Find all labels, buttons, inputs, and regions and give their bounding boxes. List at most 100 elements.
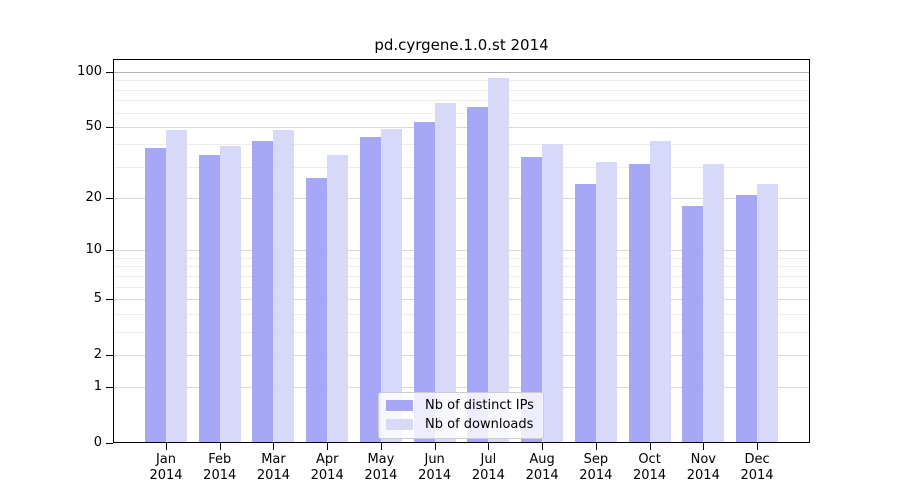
- legend-swatch-downloads: [386, 419, 413, 430]
- bar-nb-of-distinct-ips-mar: [252, 140, 274, 443]
- x-label-month: May: [367, 452, 395, 467]
- x-tick-jul: [488, 443, 490, 450]
- x-label-year: 2014: [310, 468, 344, 483]
- x-label-year: 2014: [740, 468, 774, 483]
- gridline-major-10: [114, 250, 809, 252]
- bar-nb-of-distinct-ips-jun: [413, 122, 435, 443]
- x-tick-label-apr: Apr 2014: [299, 452, 355, 484]
- bar-nb-of-downloads-mar: [273, 130, 295, 443]
- x-label-year: 2014: [633, 468, 667, 483]
- gridline-minor-40: [114, 144, 809, 146]
- gridline-minor-3: [114, 331, 809, 333]
- x-label-month: Oct: [638, 452, 661, 467]
- x-label-year: 2014: [203, 468, 237, 483]
- bar-nb-of-downloads-oct: [649, 140, 671, 443]
- y-tick-1: [106, 387, 113, 389]
- gridline-major-100: [114, 72, 809, 73]
- bar-nb-of-distinct-ips-may: [359, 136, 381, 443]
- gridline-minor-6: [114, 286, 809, 288]
- bar-nb-of-distinct-ips-apr: [306, 178, 328, 443]
- x-label-year: 2014: [364, 468, 398, 483]
- y-tick-label-100: 100: [77, 64, 102, 79]
- gridline-major-20: [114, 198, 809, 200]
- y-tick-100: [106, 72, 113, 73]
- bar-nb-of-downloads-jan: [166, 130, 187, 443]
- y-tick-label-5: 5: [93, 290, 102, 306]
- x-tick-label-mar: Mar 2014: [245, 452, 301, 484]
- x-label-month: Feb: [208, 452, 232, 467]
- x-label-month: Dec: [744, 452, 770, 467]
- y-tick-0: [106, 443, 113, 444]
- y-tick-label-2: 2: [93, 346, 102, 362]
- gridline-minor-8: [114, 266, 809, 268]
- y-tick-label-1: 1: [93, 379, 102, 395]
- x-tick-label-aug: Aug 2014: [514, 452, 570, 484]
- legend: Nb of distinct IPs Nb of downloads: [378, 392, 544, 439]
- x-label-month: Sep: [583, 452, 609, 467]
- bar-nb-of-downloads-nov: [703, 164, 725, 443]
- legend-label-distinct-ips: Nb of distinct IPs: [425, 398, 534, 413]
- x-label-year: 2014: [256, 468, 290, 483]
- x-tick-jan: [166, 443, 167, 450]
- bar-nb-of-distinct-ips-oct: [628, 164, 650, 443]
- x-label-month: Jul: [480, 452, 497, 467]
- legend-item-downloads: Nb of downloads: [386, 417, 535, 432]
- gridline-major-5: [114, 298, 809, 300]
- x-label-month: Jan: [155, 452, 177, 467]
- chart-title: pd.cyrgene.1.0.st 2014: [374, 36, 549, 54]
- legend-swatch-distinct-ips: [386, 400, 413, 411]
- x-tick-apr: [327, 443, 329, 450]
- gridline-minor-7: [114, 275, 809, 277]
- bar-nb-of-distinct-ips-feb: [198, 154, 220, 443]
- x-tick-label-feb: Feb 2014: [192, 452, 248, 484]
- x-tick-label-jun: Jun 2014: [407, 452, 463, 484]
- gridline-minor-30: [114, 166, 809, 168]
- x-tick-feb: [219, 443, 221, 450]
- gridline-major-50: [114, 126, 809, 128]
- gridline-minor-80: [114, 89, 809, 91]
- x-tick-label-jul: Jul 2014: [460, 452, 516, 484]
- x-label-month: Apr: [315, 452, 339, 467]
- x-label-year: 2014: [471, 468, 505, 483]
- x-tick-label-nov: Nov 2014: [675, 452, 731, 484]
- bar-nb-of-downloads-feb: [219, 146, 241, 443]
- bar-nb-of-downloads-sep: [595, 161, 617, 443]
- x-label-month: Mar: [261, 452, 286, 467]
- y-tick-label-10: 10: [85, 242, 102, 258]
- x-label-year: 2014: [525, 468, 559, 483]
- bar-nb-of-downloads-aug: [542, 144, 564, 443]
- gridline-minor-9: [114, 257, 809, 259]
- gridline-minor-90: [114, 80, 809, 82]
- bar-nb-of-downloads-apr: [327, 154, 349, 443]
- y-tick-label-50: 50: [85, 118, 102, 134]
- x-label-month: Aug: [529, 452, 555, 467]
- x-label-year: 2014: [418, 468, 452, 483]
- x-tick-aug: [542, 443, 544, 450]
- bar-nb-of-downloads-jun: [434, 102, 456, 443]
- x-label-year: 2014: [579, 468, 613, 483]
- x-label-month: Jun: [424, 452, 445, 467]
- y-tick-5: [106, 298, 113, 300]
- bar-nb-of-downloads-jul: [488, 77, 510, 443]
- bar-nb-of-distinct-ips-jul: [467, 107, 489, 443]
- y-tick-10: [106, 250, 113, 252]
- gridline-major-2: [114, 354, 809, 356]
- x-tick-jun: [434, 443, 436, 450]
- gridline-minor-4: [114, 313, 809, 315]
- bar-nb-of-downloads-may: [380, 128, 402, 443]
- x-tick-may: [380, 443, 382, 450]
- x-tick-label-sep: Sep 2014: [568, 452, 624, 484]
- bar-nb-of-distinct-ips-dec: [736, 194, 758, 443]
- bar-nb-of-distinct-ips-sep: [574, 184, 596, 443]
- legend-item-distinct-ips: Nb of distinct IPs: [386, 398, 535, 413]
- x-tick-label-jan: Jan 2014: [138, 452, 194, 484]
- bar-nb-of-distinct-ips-nov: [682, 206, 704, 443]
- legend-label-downloads: Nb of downloads: [425, 417, 534, 432]
- bar-nb-of-distinct-ips-jan: [145, 148, 166, 443]
- x-label-month: Nov: [690, 452, 716, 467]
- y-tick-20: [106, 198, 113, 200]
- bar-nb-of-distinct-ips-aug: [521, 157, 543, 443]
- x-label-year: 2014: [149, 468, 183, 483]
- y-tick-50: [106, 126, 113, 128]
